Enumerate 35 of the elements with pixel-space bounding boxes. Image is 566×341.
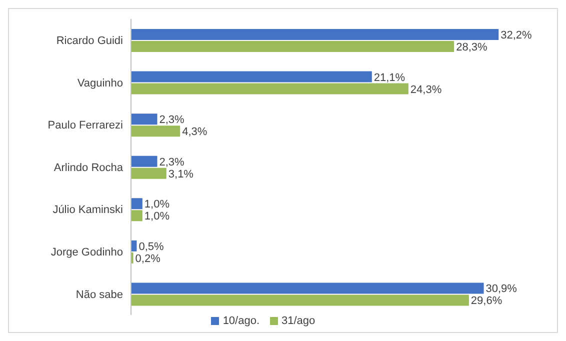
data-label: 1,0% bbox=[144, 210, 170, 223]
bar bbox=[131, 156, 158, 167]
bar bbox=[131, 210, 142, 222]
bar bbox=[131, 168, 166, 179]
y-tick-label: Arlindo Rocha bbox=[54, 162, 124, 174]
bar bbox=[131, 282, 484, 294]
y-tick-label: Ricardo Guidi bbox=[56, 35, 123, 48]
legend-label: 10/ago. bbox=[222, 315, 260, 327]
bar bbox=[131, 294, 469, 306]
data-label: 2,3% bbox=[159, 114, 185, 126]
y-tick-label: Vaguinho bbox=[77, 77, 123, 90]
bar bbox=[131, 83, 408, 94]
bar bbox=[131, 114, 158, 125]
data-label: 4,3% bbox=[182, 126, 208, 138]
y-tick-label: Jorge Godinho bbox=[50, 246, 123, 258]
bar bbox=[131, 41, 454, 52]
bar bbox=[131, 29, 499, 40]
data-label: 30,9% bbox=[486, 283, 518, 296]
data-label: 29,6% bbox=[470, 295, 502, 308]
data-label: 2,3% bbox=[159, 156, 185, 168]
data-label: 21,1% bbox=[374, 72, 406, 84]
y-tick-label: Júlio Kaminski bbox=[52, 204, 123, 216]
bar bbox=[131, 71, 372, 82]
data-label: 0,2% bbox=[135, 252, 161, 265]
data-label: 0,5% bbox=[138, 240, 164, 253]
bar bbox=[131, 126, 180, 137]
data-label: 1,0% bbox=[144, 198, 170, 211]
y-tick-label: Não sabe bbox=[76, 288, 123, 301]
legend-label: 31/ago bbox=[282, 315, 316, 327]
data-label: 3,1% bbox=[168, 168, 194, 180]
bar bbox=[131, 198, 142, 210]
y-tick-label: Paulo Ferrarezi bbox=[48, 120, 123, 132]
data-label: 28,3% bbox=[456, 42, 488, 54]
data-label: 32,2% bbox=[500, 30, 532, 42]
data-label: 24,3% bbox=[410, 84, 442, 96]
